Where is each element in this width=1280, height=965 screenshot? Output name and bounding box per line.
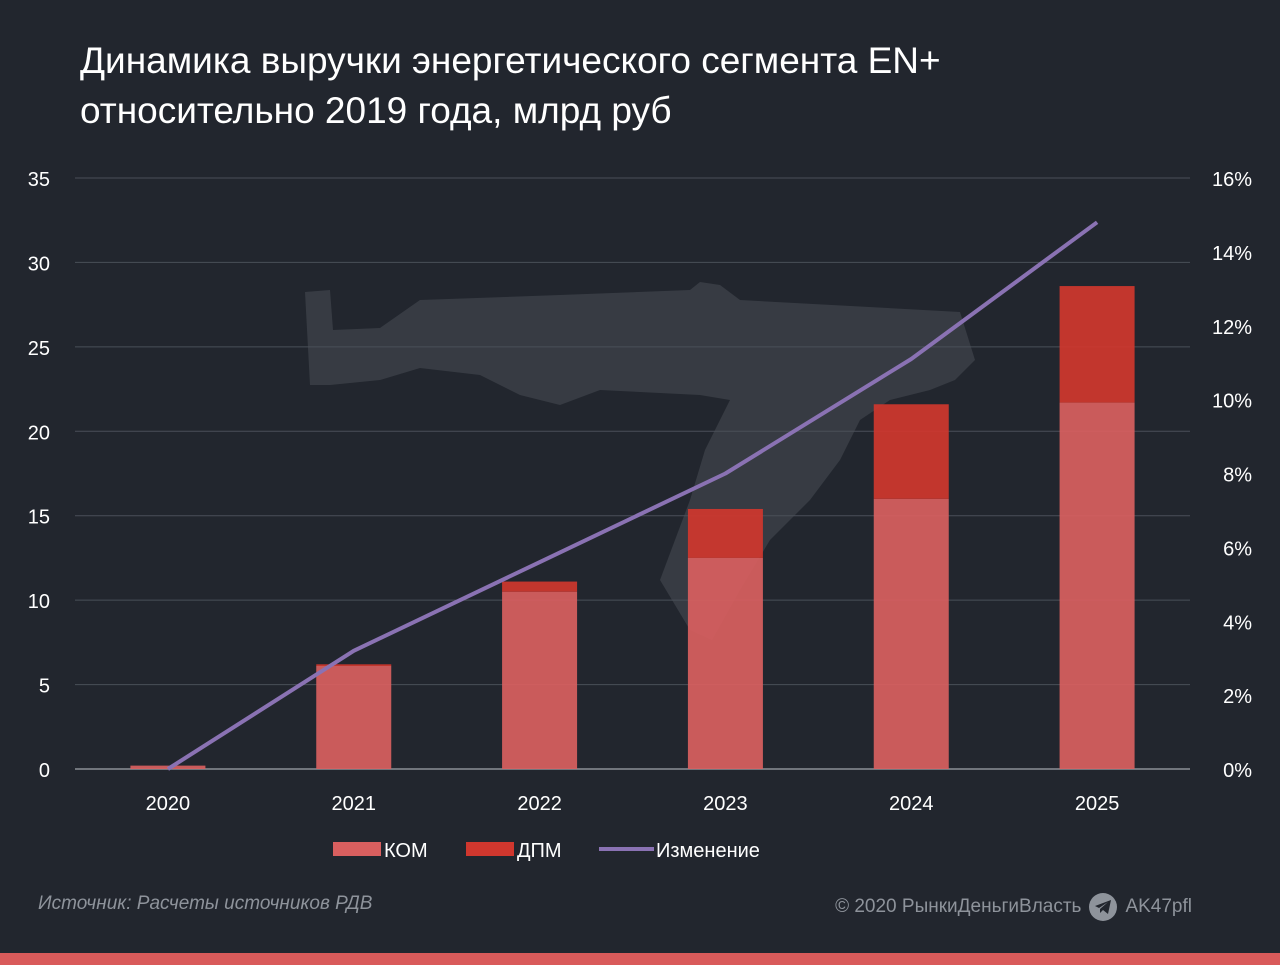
- y-tick-label: 30: [28, 253, 50, 275]
- legend-label: Изменение: [656, 840, 760, 862]
- bar-kom: [1059, 402, 1135, 769]
- bar-dpm: [502, 581, 578, 592]
- legend-label: ДПМ: [517, 840, 562, 862]
- legend-swatch: [466, 842, 514, 856]
- y-tick-label: 15: [28, 507, 50, 529]
- x-tick-label: 2024: [889, 793, 934, 815]
- bottom-accent-bar: [0, 953, 1280, 965]
- y-tick-label: 0: [39, 760, 50, 782]
- x-tick-label: 2020: [146, 793, 191, 815]
- bar-line-chart: 051015202530350%2%4%6%8%10%12%14%16%2020…: [28, 169, 1252, 862]
- y-tick-label: 25: [28, 338, 50, 360]
- bar-kom: [316, 665, 392, 769]
- copyright-text: © 2020 РынкиДеньгиВласть: [835, 896, 1082, 917]
- y2-tick-label: 4%: [1223, 612, 1252, 634]
- rifle-watermark-icon: [305, 282, 975, 640]
- y2-tick-label: 8%: [1223, 465, 1252, 487]
- y-tick-label: 20: [28, 422, 50, 444]
- y2-tick-label: 6%: [1223, 538, 1252, 560]
- y2-tick-label: 14%: [1212, 243, 1252, 265]
- x-tick-label: 2022: [517, 793, 562, 815]
- bar-dpm: [687, 508, 763, 558]
- line-series-change: [166, 220, 1099, 771]
- y2-tick-label: 10%: [1212, 391, 1252, 413]
- telegram-icon: [1089, 893, 1118, 921]
- legend-swatch: [333, 842, 381, 856]
- x-tick-label: 2021: [332, 793, 377, 815]
- telegram-handle: AK47pfl: [1125, 896, 1192, 917]
- credits: © 2020 РынкиДеньгиВласть AK47pfl: [835, 893, 1192, 921]
- chart-title: Динамика выручки энергетического сегмент…: [80, 36, 1180, 136]
- bar-dpm: [316, 664, 392, 666]
- bar-dpm: [1059, 286, 1135, 403]
- y2-tick-label: 2%: [1223, 686, 1252, 708]
- bar-dpm: [873, 404, 949, 499]
- bar-kom: [502, 591, 578, 769]
- bar-kom: [687, 557, 763, 769]
- x-tick-label: 2023: [703, 793, 748, 815]
- y2-tick-label: 0%: [1223, 760, 1252, 782]
- y2-tick-label: 16%: [1212, 169, 1252, 191]
- bar-kom: [873, 498, 949, 769]
- y-tick-label: 35: [28, 169, 50, 191]
- title-line-1: Динамика выручки энергетического сегмент…: [80, 40, 941, 81]
- y-tick-label: 5: [39, 676, 50, 698]
- source-note: Источник: Расчеты источников РДВ: [38, 893, 373, 914]
- title-line-2: относительно 2019 года, млрд руб: [80, 90, 672, 131]
- y2-tick-label: 12%: [1212, 317, 1252, 339]
- legend-label: КОМ: [384, 840, 428, 862]
- y-tick-label: 10: [28, 591, 50, 613]
- x-tick-label: 2025: [1075, 793, 1120, 815]
